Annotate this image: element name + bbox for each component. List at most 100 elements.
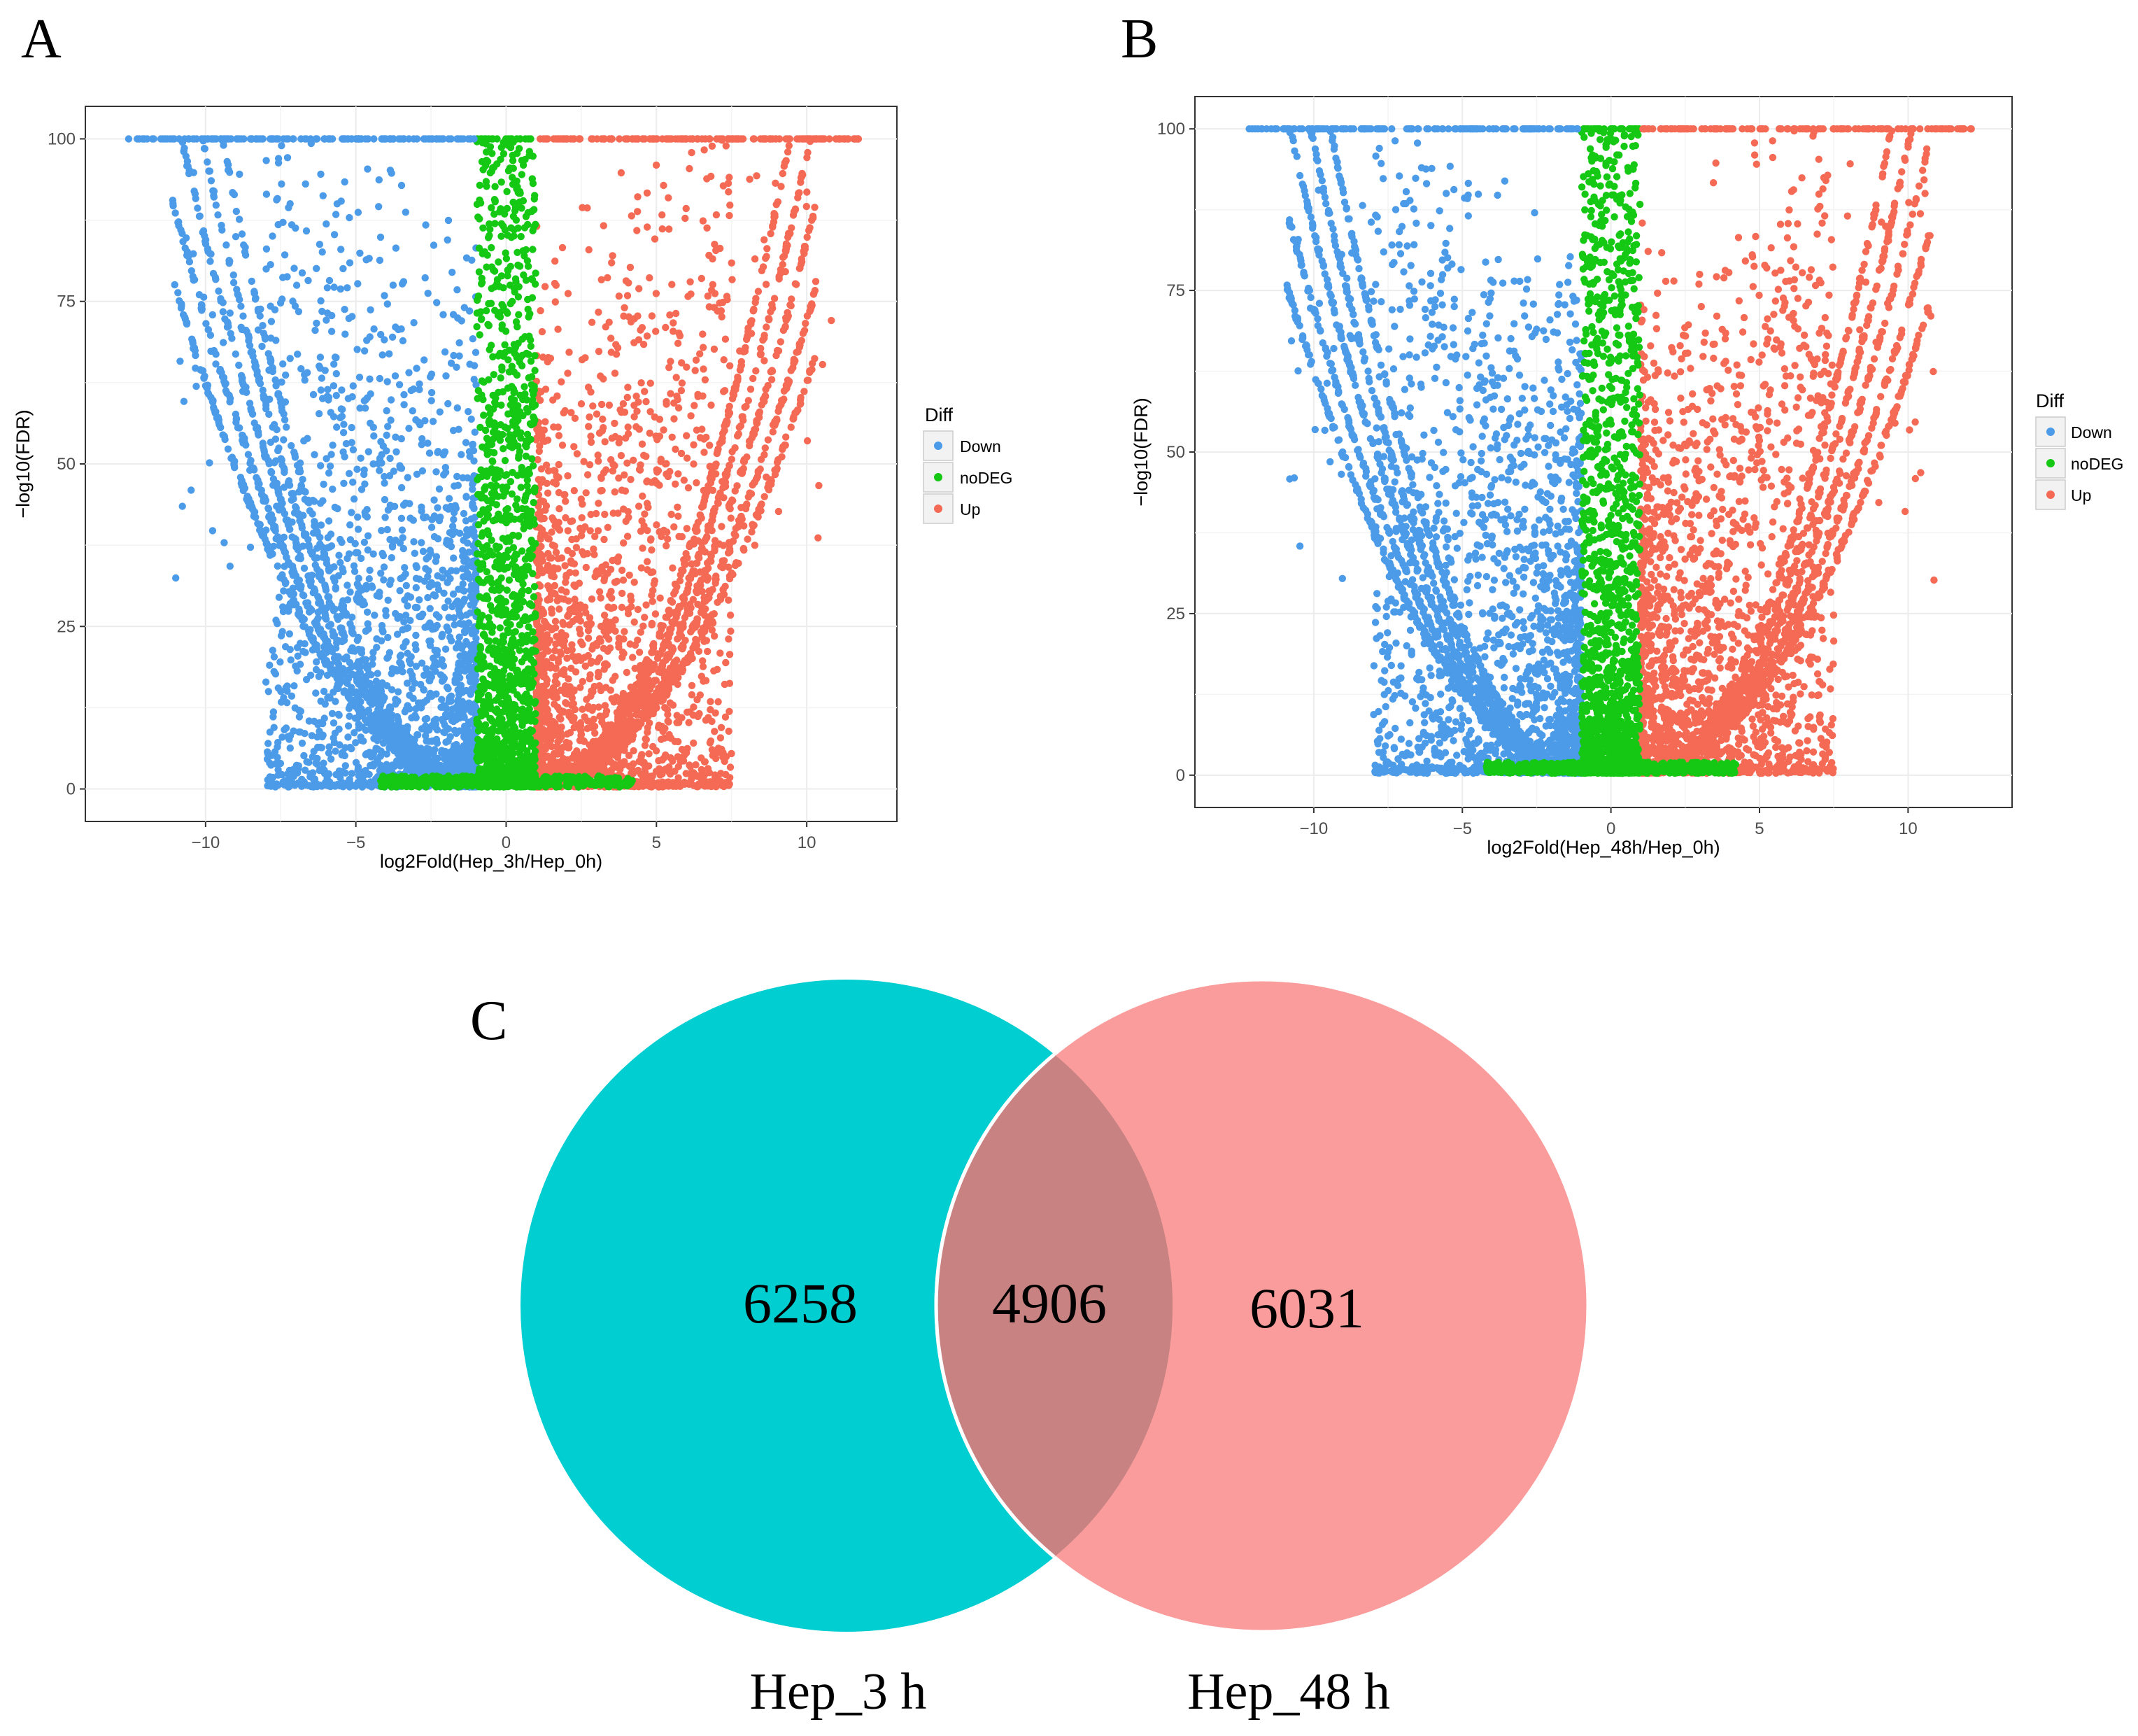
point-up bbox=[636, 692, 644, 700]
point-down bbox=[274, 754, 281, 761]
point-up bbox=[577, 638, 585, 646]
point-up bbox=[739, 413, 746, 421]
point-up bbox=[544, 353, 552, 362]
point-up bbox=[683, 525, 691, 532]
point-up bbox=[611, 627, 619, 635]
point-up bbox=[643, 477, 651, 485]
point-down bbox=[298, 740, 306, 747]
point-down bbox=[469, 335, 476, 343]
point-up bbox=[642, 397, 650, 406]
point-up bbox=[692, 635, 700, 644]
point-up bbox=[706, 474, 714, 482]
point-up bbox=[759, 263, 767, 271]
point-up bbox=[732, 386, 739, 393]
point-up bbox=[732, 379, 740, 387]
point-up bbox=[604, 523, 611, 531]
point-down bbox=[353, 694, 361, 702]
point-down bbox=[229, 189, 236, 197]
point-down bbox=[239, 380, 247, 388]
point-down bbox=[220, 141, 227, 149]
point-down bbox=[378, 459, 385, 467]
point-down bbox=[427, 370, 436, 378]
point-up bbox=[552, 281, 560, 289]
point-down bbox=[225, 166, 233, 174]
point-up bbox=[677, 449, 686, 458]
point-down bbox=[469, 486, 476, 493]
point-up bbox=[765, 480, 773, 488]
point-up bbox=[578, 514, 586, 522]
point-down bbox=[418, 467, 427, 475]
point-down bbox=[316, 630, 325, 638]
point-down bbox=[453, 404, 461, 412]
point-down bbox=[442, 372, 450, 380]
point-up bbox=[663, 669, 671, 677]
point-up bbox=[564, 369, 572, 377]
point-down bbox=[226, 257, 234, 265]
point-up bbox=[548, 654, 557, 662]
point-down bbox=[373, 635, 381, 643]
point-down bbox=[237, 372, 246, 379]
point-up bbox=[587, 432, 595, 440]
point-down bbox=[269, 647, 276, 654]
point-up bbox=[685, 574, 693, 582]
point-up bbox=[565, 675, 572, 683]
point-down bbox=[202, 320, 210, 327]
point-down bbox=[266, 395, 274, 403]
point-up bbox=[732, 532, 739, 539]
point-up bbox=[779, 169, 787, 178]
point-up bbox=[682, 204, 690, 213]
point-down bbox=[391, 372, 399, 380]
point-up bbox=[796, 341, 804, 349]
point-up bbox=[601, 438, 609, 446]
point-up bbox=[583, 471, 592, 479]
point-down bbox=[383, 378, 391, 386]
point-up bbox=[686, 164, 693, 173]
point-up bbox=[674, 680, 681, 689]
point-up bbox=[630, 413, 638, 421]
point-down bbox=[344, 284, 351, 292]
point-down bbox=[288, 442, 295, 450]
point-down bbox=[385, 649, 394, 656]
point-down bbox=[206, 331, 215, 339]
point-up bbox=[587, 659, 595, 667]
point-up bbox=[541, 283, 549, 290]
point-down bbox=[418, 503, 425, 511]
point-up bbox=[672, 663, 680, 671]
point-up bbox=[803, 376, 812, 384]
point-up bbox=[732, 559, 740, 567]
point-down bbox=[192, 351, 199, 360]
point-down bbox=[234, 424, 242, 432]
point-up bbox=[782, 385, 790, 393]
point-up bbox=[725, 727, 732, 735]
point-down bbox=[286, 744, 294, 752]
point-up bbox=[555, 460, 562, 469]
point-up bbox=[770, 210, 778, 218]
point-up bbox=[556, 648, 564, 656]
point-down bbox=[418, 539, 425, 546]
point-down bbox=[180, 147, 187, 155]
point-up bbox=[761, 444, 770, 452]
point-down bbox=[299, 476, 306, 484]
point-down bbox=[264, 688, 272, 696]
point-down bbox=[183, 162, 191, 170]
point-up bbox=[611, 369, 619, 377]
point-down bbox=[439, 311, 447, 318]
point-down bbox=[215, 287, 222, 295]
point-down bbox=[206, 167, 214, 175]
point-down bbox=[317, 521, 325, 529]
point-down bbox=[227, 330, 234, 337]
point-down bbox=[364, 620, 371, 628]
point-down bbox=[281, 484, 288, 491]
point-down bbox=[212, 202, 220, 209]
point-down bbox=[305, 627, 313, 635]
point-down bbox=[444, 216, 453, 225]
point-down bbox=[305, 717, 313, 725]
point-up bbox=[739, 545, 747, 553]
point-up bbox=[787, 423, 795, 431]
point-down bbox=[349, 478, 357, 486]
point-down bbox=[361, 716, 369, 724]
point-up bbox=[714, 447, 722, 455]
point-down bbox=[330, 283, 338, 291]
point-up bbox=[720, 494, 728, 502]
point-up bbox=[573, 450, 581, 458]
